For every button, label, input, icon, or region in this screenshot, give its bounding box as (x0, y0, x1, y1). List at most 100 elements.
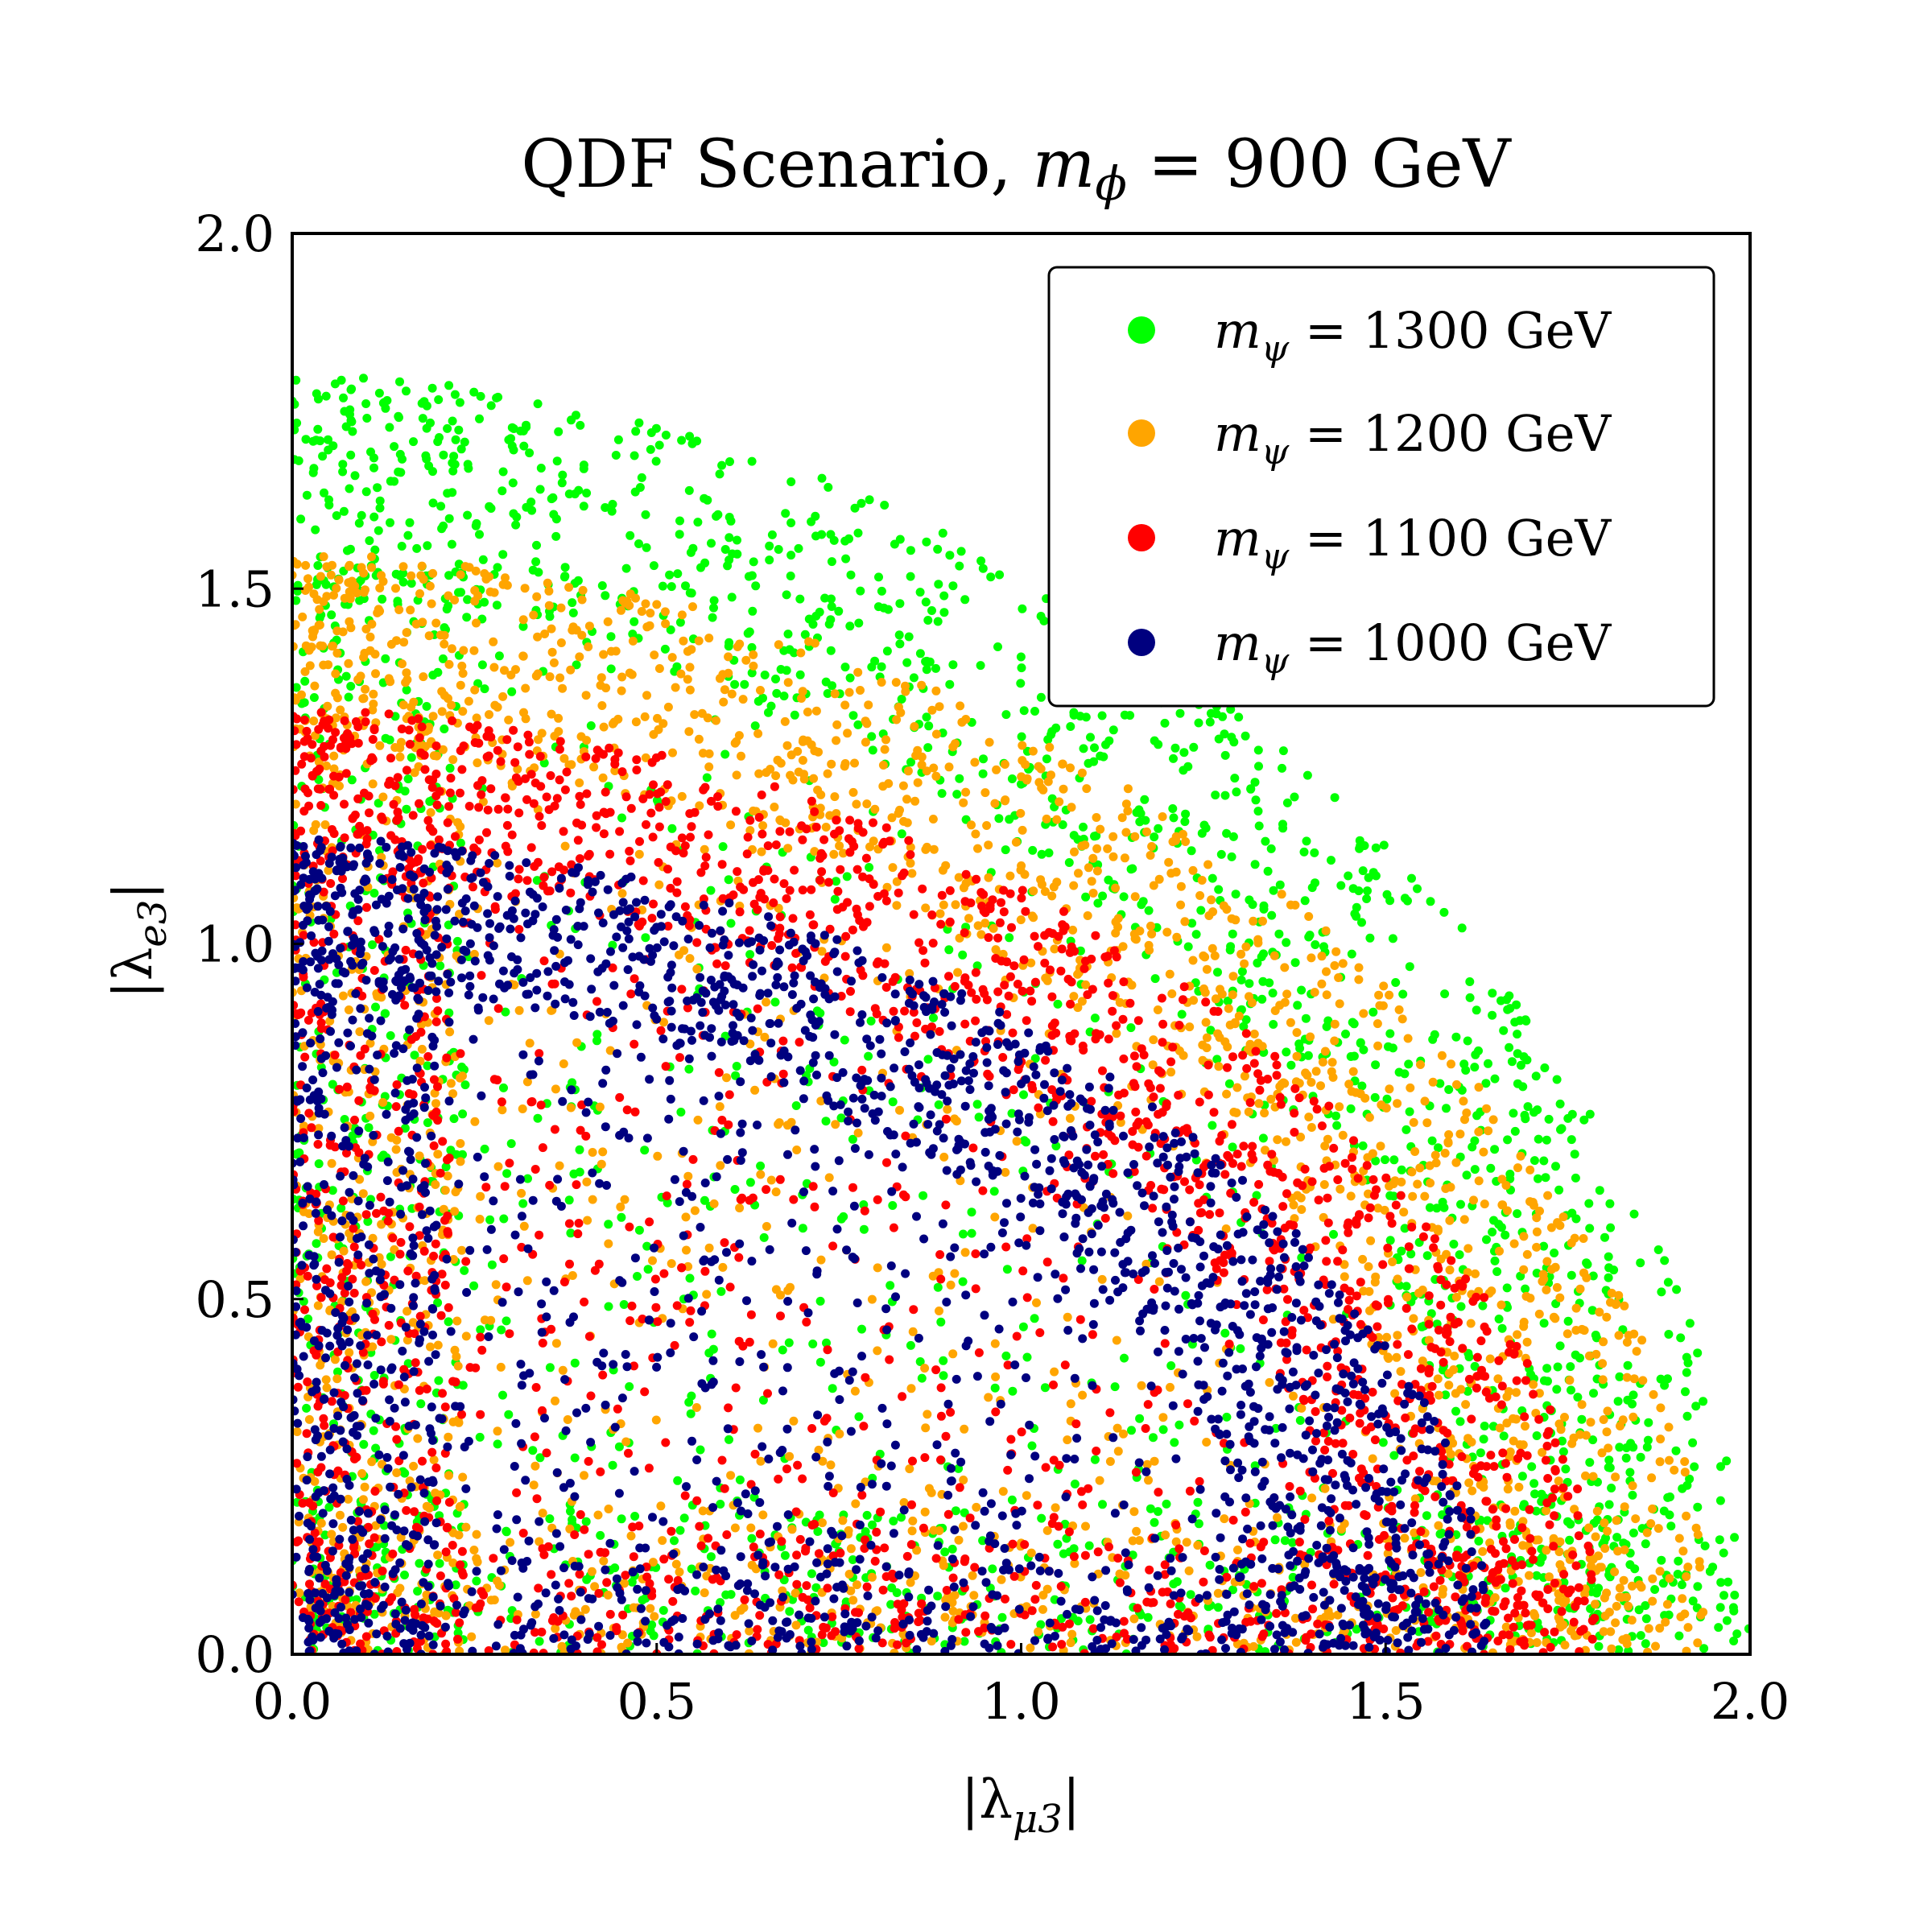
data-point (361, 399, 371, 408)
data-point (432, 751, 442, 761)
data-point (1330, 961, 1340, 970)
data-point (1501, 1622, 1511, 1632)
data-point (1463, 1244, 1473, 1253)
data-point (1533, 1105, 1542, 1115)
data-point (960, 1508, 969, 1517)
data-point (1599, 1415, 1608, 1424)
data-point (1277, 890, 1286, 899)
data-point (572, 1523, 581, 1533)
data-point (1042, 976, 1052, 985)
data-point (1565, 1535, 1575, 1545)
data-point (568, 1515, 577, 1525)
data-point (1282, 989, 1292, 999)
data-point (1663, 1374, 1672, 1384)
data-point (923, 616, 933, 625)
data-point (601, 787, 610, 797)
data-point (867, 663, 877, 672)
data-point (848, 1596, 858, 1605)
data-point (1092, 831, 1101, 840)
data-point (1672, 1285, 1682, 1294)
data-point (1427, 1136, 1437, 1146)
data-point (603, 617, 613, 626)
data-point (1240, 959, 1249, 968)
data-point (654, 880, 664, 890)
data-point (929, 1013, 938, 1022)
data-point (1079, 822, 1088, 832)
data-point (429, 1455, 439, 1464)
data-point (1129, 1507, 1139, 1517)
data-point (762, 1222, 771, 1231)
data-point (422, 702, 431, 711)
data-point (724, 1435, 733, 1444)
data-point (1629, 1412, 1638, 1422)
data-point (787, 1525, 797, 1534)
data-point (841, 554, 851, 564)
data-point (345, 1348, 354, 1357)
data-point (1205, 1560, 1215, 1570)
data-point (869, 836, 878, 846)
data-point (709, 603, 718, 613)
data-point (997, 1612, 1007, 1622)
data-point (356, 671, 365, 681)
data-point (824, 482, 833, 492)
data-point (718, 1262, 728, 1272)
data-point (881, 943, 891, 952)
data-point (846, 570, 856, 580)
data-point (1066, 1638, 1075, 1648)
data-point (513, 765, 522, 774)
data-point (923, 1410, 932, 1419)
data-point (1570, 1150, 1579, 1159)
data-point (868, 1520, 877, 1530)
data-point (580, 1471, 588, 1480)
data-point (1643, 1435, 1653, 1445)
data-point (1525, 1571, 1534, 1580)
data-point (666, 625, 675, 634)
data-point (1036, 764, 1046, 774)
data-point (1384, 1354, 1393, 1363)
data-point (1405, 962, 1414, 972)
data-point (1202, 964, 1212, 974)
data-point (1111, 883, 1121, 893)
data-point (506, 1139, 516, 1149)
data-point (1519, 1232, 1529, 1241)
data-point (440, 639, 449, 649)
data-point (386, 1252, 395, 1261)
data-point (448, 1558, 458, 1567)
data-point (886, 1600, 896, 1609)
data-point (645, 1217, 654, 1227)
data-point (974, 1113, 984, 1122)
data-point (978, 769, 988, 778)
data-point (1488, 989, 1497, 998)
data-point (1354, 975, 1364, 985)
data-point (978, 564, 988, 573)
data-point (848, 787, 858, 797)
data-point (1046, 770, 1055, 780)
data-point (1521, 1422, 1530, 1431)
data-point (1275, 880, 1285, 890)
data-point (1459, 1096, 1468, 1106)
data-point (359, 374, 368, 383)
data-point (378, 792, 388, 802)
data-point (295, 1588, 304, 1598)
data-point (357, 510, 366, 520)
data-point (1437, 1051, 1447, 1060)
data-point (1222, 828, 1232, 838)
data-point (344, 692, 353, 702)
data-point (1696, 1610, 1706, 1620)
data-point (684, 485, 694, 495)
data-point (902, 795, 911, 804)
data-point (324, 435, 332, 444)
data-point (1241, 1015, 1251, 1025)
data-point (493, 392, 503, 402)
data-point (880, 501, 890, 510)
data-point (960, 1424, 969, 1434)
data-point (1294, 1039, 1304, 1049)
data-point (1450, 1352, 1459, 1360)
data-point (1169, 753, 1178, 763)
data-point (525, 448, 535, 458)
data-point (1146, 851, 1155, 860)
data-point (426, 418, 435, 427)
data-point (862, 799, 872, 809)
data-point (1622, 1592, 1632, 1602)
data-point (428, 712, 438, 721)
